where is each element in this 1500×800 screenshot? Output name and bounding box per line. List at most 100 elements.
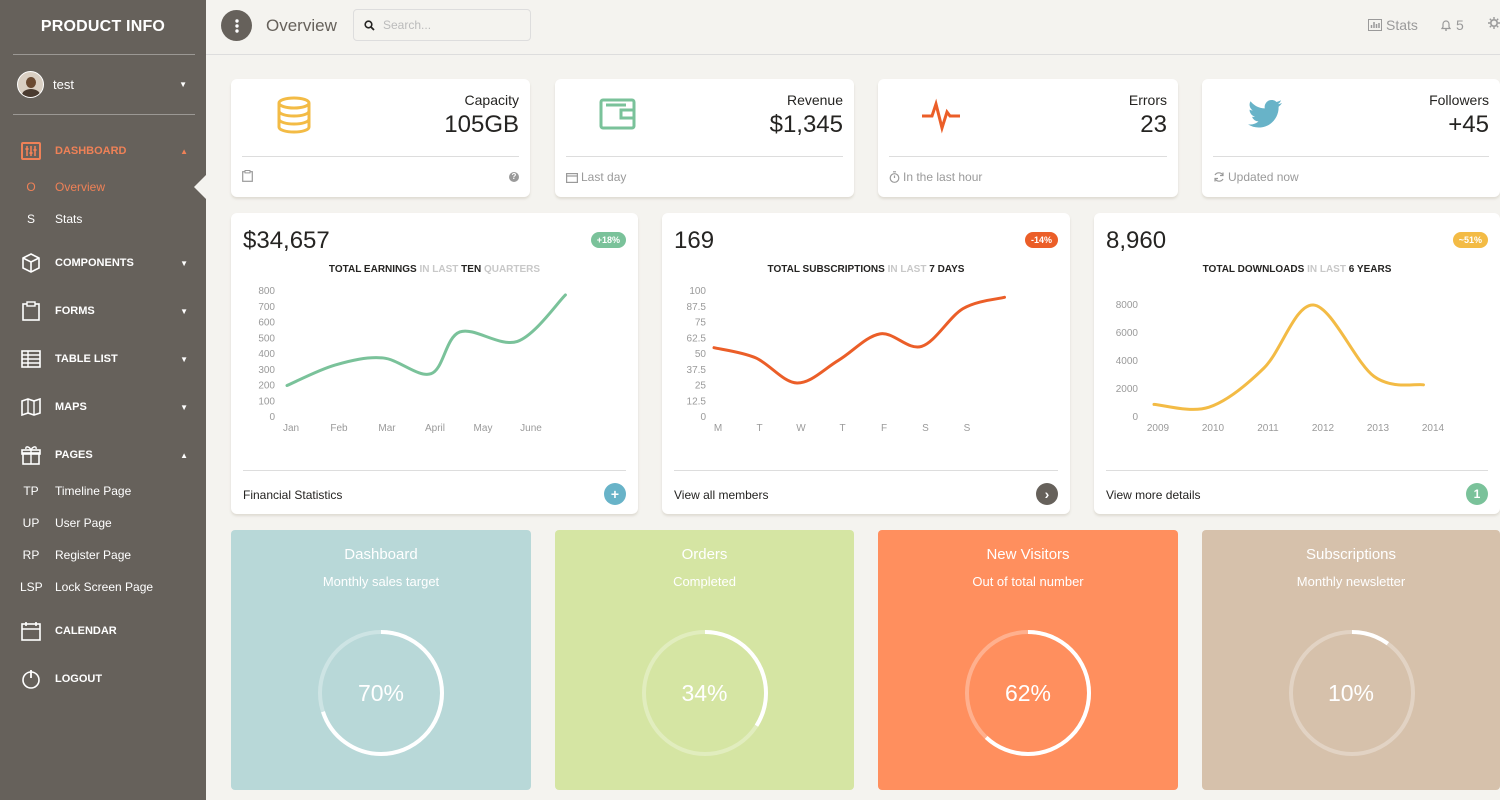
chart-title-part: TOTAL SUBSCRIPTIONS <box>767 264 885 275</box>
chart-footer-label[interactable]: View more details <box>1106 488 1201 502</box>
y-tick-label: 300 <box>258 365 275 376</box>
sub-nav-label: Lock Screen Page <box>55 580 154 594</box>
stat-footer-text: In the last hour <box>903 170 983 184</box>
divider <box>566 156 843 157</box>
dots-vertical-icon <box>234 18 239 33</box>
series-line <box>285 293 567 387</box>
avatar <box>17 70 44 98</box>
nav-forms[interactable]: FORMS ▼ <box>20 299 190 323</box>
stat-card-errors: Errors 23 In the last hour <box>878 79 1178 197</box>
progress-card-title: Dashboard <box>344 546 418 563</box>
x-tick-label: June <box>520 423 542 434</box>
sub-nav-lock-screen[interactable]: LSP Lock Screen Page <box>20 577 190 597</box>
y-tick-label: 200 <box>258 381 275 392</box>
y-tick-label: 87.5 <box>687 302 707 313</box>
stat-footer-text: Last day <box>581 170 627 184</box>
chart-value: 169 <box>674 227 715 254</box>
chart-footer-label[interactable]: View all members <box>674 488 769 502</box>
sub-nav-user-page[interactable]: UP User Page <box>20 513 190 533</box>
stat-value: +45 <box>1448 111 1489 138</box>
stat-footer: In the last hour <box>889 170 982 184</box>
chart-card-subscriptions: 169 -14% TOTAL SUBSCRIPTIONS IN LAST 7 D… <box>662 213 1070 514</box>
progress-ring <box>1289 630 1415 756</box>
chart-title-part: TEN <box>461 264 482 275</box>
y-tick-label: 4000 <box>1116 356 1139 367</box>
nav-dashboard[interactable]: DASHBOARD ▲ <box>20 139 190 163</box>
nav-maps[interactable]: MAPS ▼ <box>20 395 190 419</box>
sidebar: PRODUCT INFO test ▼ DASHBOARD ▲ O Overvi… <box>0 0 206 800</box>
help-icon[interactable]: ? <box>509 172 519 182</box>
calendar-icon <box>566 172 578 183</box>
nav-label: LOGOUT <box>55 673 103 685</box>
x-tick-label: Feb <box>330 423 348 434</box>
details-button[interactable]: 1 <box>1466 483 1488 505</box>
y-tick-label: 62.5 <box>687 333 707 344</box>
line-chart: 0 12.5 25 37.5 50 62.5 75 87.5 100 M T W T F S S <box>687 286 1006 434</box>
progress-card-dashboard: Dashboard Monthly sales target 70% <box>231 530 531 790</box>
x-tick-label: April <box>425 423 445 434</box>
chart-title-part: 7 DAYS <box>929 264 965 275</box>
sub-nav-stats[interactable]: S Stats <box>20 209 190 229</box>
user-menu[interactable]: test ▼ <box>17 70 192 98</box>
settings-button[interactable] <box>1488 17 1500 29</box>
divider <box>242 156 519 157</box>
chart-title: TOTAL SUBSCRIPTIONS IN LAST 7 DAYS <box>662 264 1070 275</box>
database-icon <box>277 96 311 134</box>
line-chart: 0 100 200 300 400 500 600 700 800 Jan Feb Mar April M… <box>258 286 567 434</box>
menu-toggle-button[interactable] <box>221 10 252 41</box>
nav-calendar[interactable]: CALENDAR <box>20 619 190 643</box>
progress-card-subtitle: Completed <box>673 574 736 589</box>
progress-card-title: Subscriptions <box>1305 546 1397 563</box>
add-button[interactable]: + <box>604 483 626 505</box>
chart-title-part: IN LAST <box>1307 264 1346 275</box>
notifications-button[interactable]: 5 <box>1440 17 1464 33</box>
sub-nav-abbr: O <box>26 180 36 194</box>
chart-footer-label[interactable]: Financial Statistics <box>243 488 343 502</box>
chart-title-part: QUARTERS <box>483 264 541 275</box>
stats-icon <box>1368 19 1382 31</box>
sub-nav-timeline[interactable]: TP Timeline Page <box>20 481 190 501</box>
x-tick-label: F <box>881 423 887 434</box>
page-title: Overview <box>266 16 337 35</box>
search-box[interactable] <box>353 9 531 41</box>
progress-ring <box>642 630 768 756</box>
brand-title[interactable]: PRODUCT INFO <box>40 18 166 35</box>
stat-title: Errors <box>1128 92 1167 108</box>
sub-nav-overview[interactable]: O Overview <box>20 177 190 197</box>
progress-arc <box>1289 630 1415 756</box>
progress-arc <box>642 630 768 756</box>
stat-footer: Last day <box>566 170 626 184</box>
nav-components[interactable]: COMPONENTS ▼ <box>20 251 190 275</box>
y-tick-label: 2000 <box>1116 384 1139 395</box>
series-line <box>712 295 1006 385</box>
x-tick-label: S <box>922 423 929 434</box>
nav-logout[interactable]: LOGOUT <box>20 667 190 691</box>
progress-percent: 34% <box>681 680 728 706</box>
progress-card-subtitle: Monthly sales target <box>322 574 440 589</box>
nav-pages[interactable]: PAGES ▲ <box>20 443 190 467</box>
nav-table-list[interactable]: TABLE LIST ▼ <box>20 347 190 371</box>
sub-nav-abbr: TP <box>23 484 39 498</box>
chart-title-part: TOTAL DOWNLOADS <box>1202 264 1305 275</box>
sub-nav-register[interactable]: RP Register Page <box>20 545 190 565</box>
growth-badge: +18% <box>590 232 626 248</box>
stats-link[interactable]: Stats <box>1368 17 1418 33</box>
nav-label: CALENDAR <box>55 625 117 637</box>
y-tick-label: 100 <box>689 286 706 297</box>
arrow-right-button[interactable]: › <box>1036 483 1058 505</box>
stat-footer: Updated now <box>1213 170 1299 184</box>
y-tick-label: 500 <box>258 333 275 344</box>
search-input[interactable] <box>383 18 513 32</box>
stat-title: Revenue <box>786 92 843 108</box>
y-tick-label: 100 <box>258 396 275 407</box>
nav-label: TABLE LIST <box>55 353 118 365</box>
x-tick-label: Mar <box>378 423 396 434</box>
bell-icon <box>1440 19 1452 31</box>
stats-link-label: Stats <box>1386 17 1418 33</box>
caret-up-icon: ▲ <box>180 450 188 460</box>
stat-card-followers: Followers +45 Updated now <box>1202 79 1500 197</box>
progress-card-title: New Visitors <box>986 546 1070 563</box>
x-tick-label: T <box>839 423 845 434</box>
caret-down-icon: ▼ <box>180 306 188 316</box>
notification-count: 5 <box>1456 17 1464 33</box>
